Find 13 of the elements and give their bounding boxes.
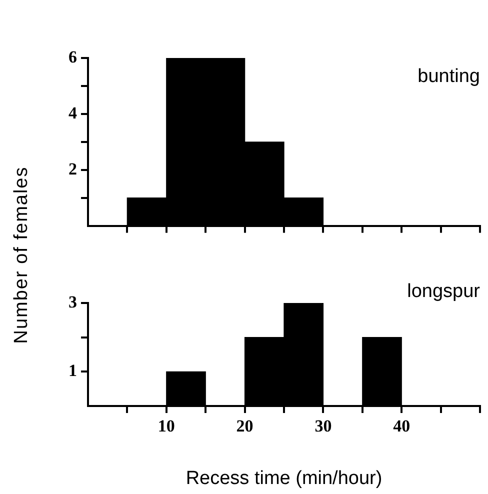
y-tick-label: 1 (68, 361, 77, 380)
y-tick-label: 6 (68, 47, 77, 66)
text: longspur (407, 281, 481, 302)
y-tick-label: 2 (68, 159, 77, 178)
x-tick-label: 20 (236, 416, 254, 436)
y-tick-label: 4 (68, 103, 78, 122)
x-tick-label: 40 (393, 416, 410, 436)
y-axis-title: Number of females (11, 166, 33, 344)
x-tick-label: 30 (314, 416, 332, 436)
annotation: bunting (418, 66, 480, 87)
x-tick-label: 10 (158, 416, 175, 436)
x-axis-title: Recess time (min/hour) (186, 468, 382, 489)
y-tick-label: 3 (68, 292, 77, 312)
